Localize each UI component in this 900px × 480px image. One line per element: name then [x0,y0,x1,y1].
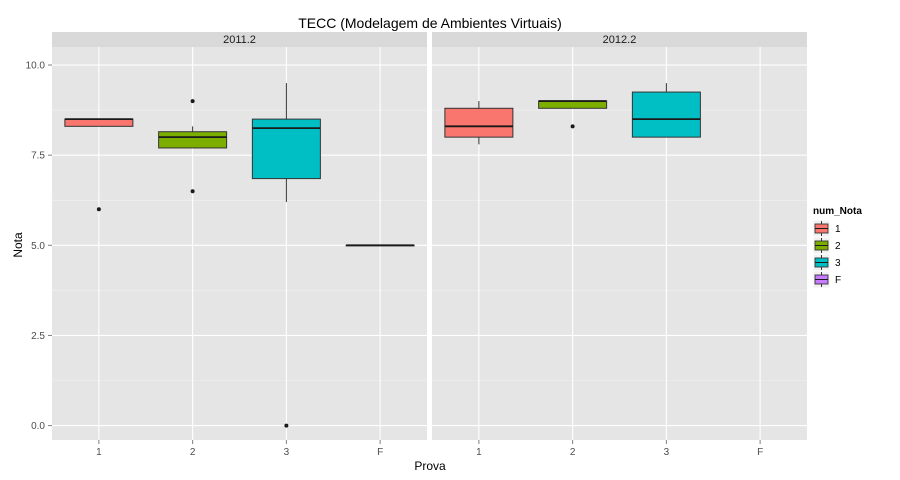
box-body [631,91,701,138]
facet-strip-label: 2012.2 [603,34,637,46]
y-tick-label: 0.0 [31,421,45,432]
y-tick-label: 7.5 [31,151,45,162]
legend-entry-F: F [812,270,841,289]
box-body [158,131,228,149]
box-2011.2-1 [64,118,134,212]
facet-panels: 2011.2 1 2 3 F 2012.2 1 2 3 F [52,32,807,458]
box-body [64,118,134,127]
outlier-point [96,207,101,212]
box-2012.2-2 [538,100,608,129]
legend-title: num_Nota [813,206,862,217]
legend-label: F [835,275,841,286]
x-tick-label: F [757,447,763,458]
chart-title: TECC (Modelagem de Ambientes Virtuais) [298,15,562,31]
facet-panel-2011.2: 2011.2 1 2 3 F [52,32,427,458]
x-tick-label: F [377,447,383,458]
box-2011.2-2 [158,99,228,194]
panel-background [432,47,807,440]
x-axis-title: Prova [414,459,446,473]
legend-label: 2 [835,241,841,252]
panel-background [52,47,427,440]
legend: num_Nota 1 2 3 F [812,206,862,289]
y-axis: 0.0 2.5 5.0 7.5 10.0 [26,61,52,432]
x-tick-label: 1 [476,447,482,458]
x-tick-label: 2 [570,447,576,458]
legend-entry-2: 2 [812,236,841,255]
outlier-point [284,423,289,428]
legend-label: 1 [835,224,841,235]
legend-entry-1: 1 [812,219,841,238]
facet-strip [52,32,427,47]
facet-strip [432,32,807,47]
box-body [444,107,514,138]
facet-strip-label: 2011.2 [223,34,256,46]
y-axis-title: Nota [11,232,25,258]
legend-label: 3 [835,258,841,269]
box-2012.2-3 [631,83,701,138]
x-tick-label: 2 [190,447,196,458]
outlier-point [190,99,195,104]
y-tick-label: 10.0 [26,61,46,72]
facet-panel-2012.2: 2012.2 1 2 3 F [432,32,807,458]
box-body [538,100,608,109]
legend-entry-3: 3 [812,253,841,272]
x-tick-label: 1 [96,447,102,458]
box-2012.2-1 [444,101,514,145]
y-tick-label: 5.0 [31,241,45,252]
box-body [251,118,321,180]
x-tick-label: 3 [284,447,290,458]
box-2011.2-F [345,244,415,247]
x-tick-label: 3 [664,447,670,458]
y-tick-label: 2.5 [31,331,45,342]
box-2011.2-3 [251,83,321,428]
outlier-point [190,189,195,194]
outlier-point [570,124,575,129]
